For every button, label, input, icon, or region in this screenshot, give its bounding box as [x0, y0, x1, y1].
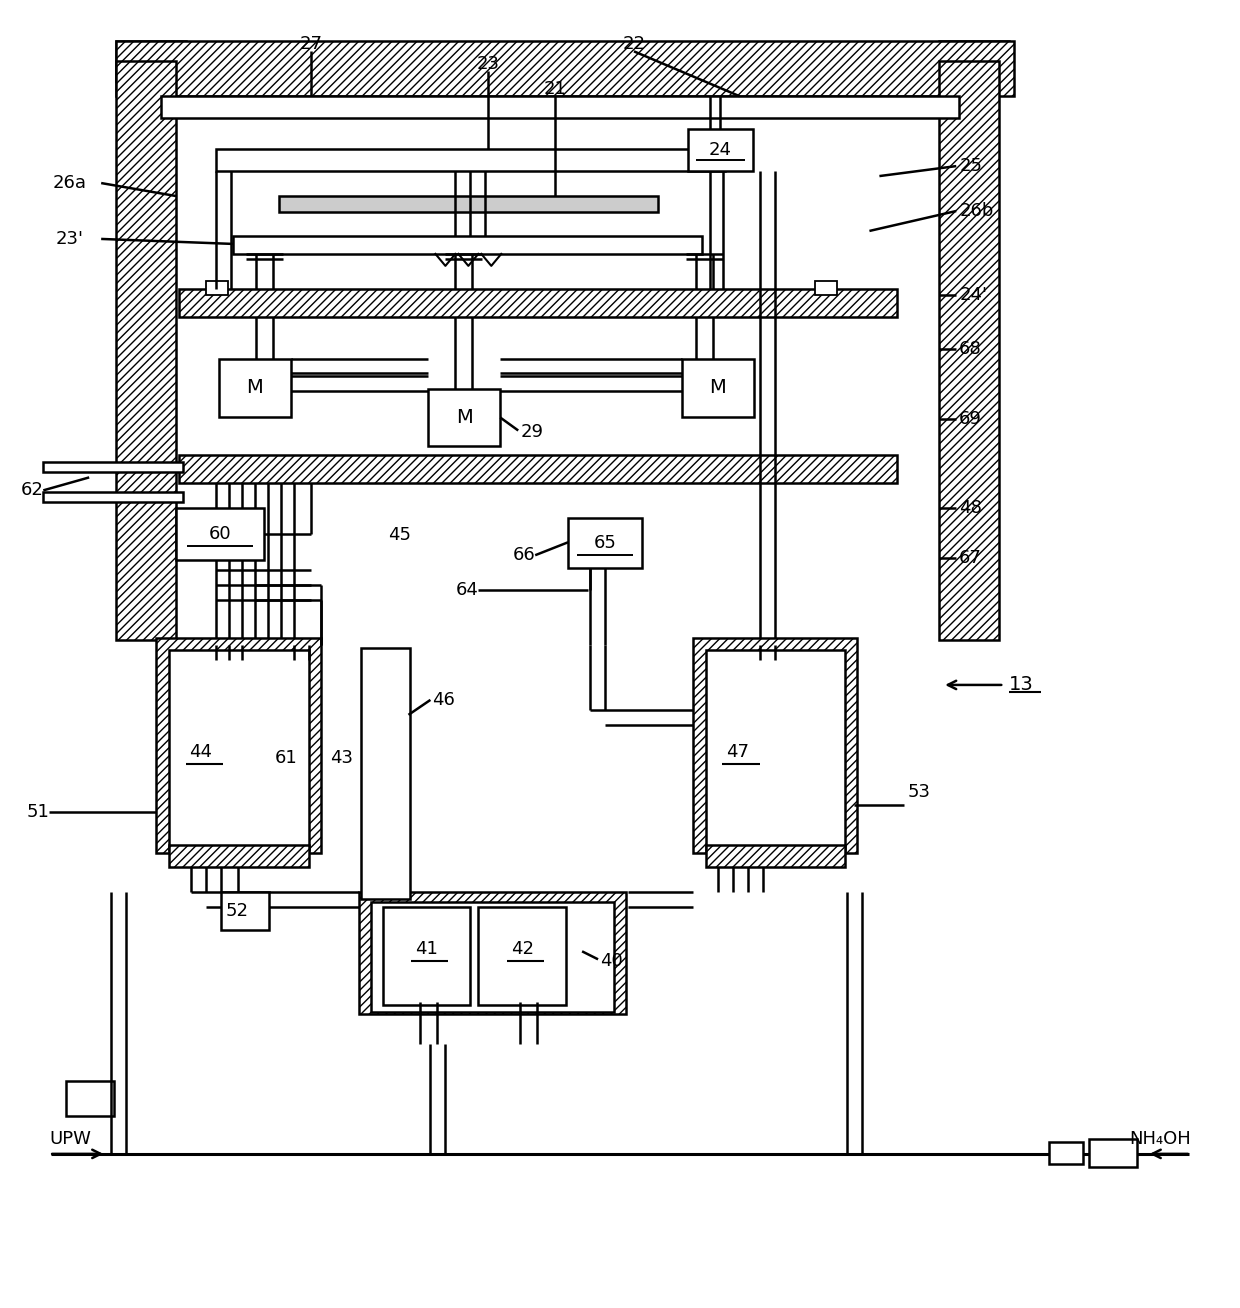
Bar: [179, 455, 898, 484]
Text: 22: 22: [622, 35, 646, 54]
Bar: [216, 149, 724, 171]
Text: 23: 23: [477, 55, 500, 73]
Bar: [117, 61, 176, 640]
Text: 62: 62: [20, 481, 43, 500]
Text: NH₄OH: NH₄OH: [1128, 1130, 1190, 1148]
Text: 45: 45: [388, 526, 412, 544]
Text: 61: 61: [275, 748, 298, 766]
Bar: [682, 358, 754, 416]
Text: 40: 40: [600, 952, 622, 971]
Text: 44: 44: [190, 743, 212, 761]
Bar: [939, 42, 1009, 81]
Text: M: M: [456, 408, 472, 426]
Text: M: M: [247, 378, 263, 398]
Bar: [568, 518, 642, 568]
Bar: [1089, 1139, 1137, 1167]
Bar: [176, 509, 264, 560]
Bar: [156, 638, 321, 853]
Text: UPW: UPW: [50, 1130, 92, 1148]
Bar: [693, 638, 858, 853]
Text: 24: 24: [709, 141, 732, 160]
Text: 64: 64: [455, 581, 479, 599]
Text: 26b: 26b: [960, 201, 993, 220]
Text: 47: 47: [727, 743, 749, 761]
Bar: [169, 650, 309, 850]
Text: 65: 65: [594, 534, 616, 552]
Text: 42: 42: [511, 940, 533, 959]
Text: 66: 66: [512, 547, 536, 564]
Bar: [206, 281, 228, 294]
Text: 53: 53: [908, 782, 930, 800]
Bar: [429, 388, 500, 446]
Text: 13: 13: [1009, 675, 1034, 695]
Bar: [1049, 1142, 1083, 1164]
Text: 69: 69: [960, 409, 982, 428]
Bar: [161, 97, 960, 118]
Text: 21: 21: [543, 80, 567, 98]
Text: 43: 43: [330, 748, 352, 766]
Bar: [939, 61, 999, 640]
Bar: [371, 903, 614, 1012]
Text: 41: 41: [415, 940, 438, 959]
Bar: [233, 235, 702, 254]
Text: 25: 25: [960, 157, 982, 175]
Text: 26a: 26a: [52, 174, 87, 192]
Bar: [43, 463, 184, 472]
Bar: [117, 42, 1014, 97]
Text: 68: 68: [960, 340, 982, 357]
Text: 27: 27: [299, 35, 322, 54]
Bar: [706, 650, 846, 850]
Text: 46: 46: [433, 691, 455, 709]
Text: 23': 23': [56, 230, 83, 249]
Text: 52: 52: [226, 903, 249, 921]
Bar: [66, 1080, 114, 1116]
Text: 60: 60: [208, 526, 231, 543]
Bar: [43, 492, 184, 502]
Bar: [169, 845, 309, 866]
Bar: [706, 845, 846, 866]
Text: 24': 24': [960, 286, 987, 303]
Bar: [179, 289, 898, 317]
Bar: [279, 196, 658, 212]
Text: 29: 29: [521, 424, 543, 442]
Bar: [117, 42, 186, 81]
Text: M: M: [709, 378, 727, 398]
Bar: [382, 908, 470, 1006]
Bar: [815, 281, 837, 294]
Text: 67: 67: [960, 549, 982, 568]
Bar: [361, 647, 410, 900]
Text: 51: 51: [26, 803, 50, 820]
Bar: [358, 892, 626, 1014]
Bar: [221, 892, 269, 930]
Bar: [479, 908, 567, 1006]
Bar: [688, 129, 753, 171]
Text: 48: 48: [960, 500, 982, 518]
Bar: [219, 358, 290, 416]
